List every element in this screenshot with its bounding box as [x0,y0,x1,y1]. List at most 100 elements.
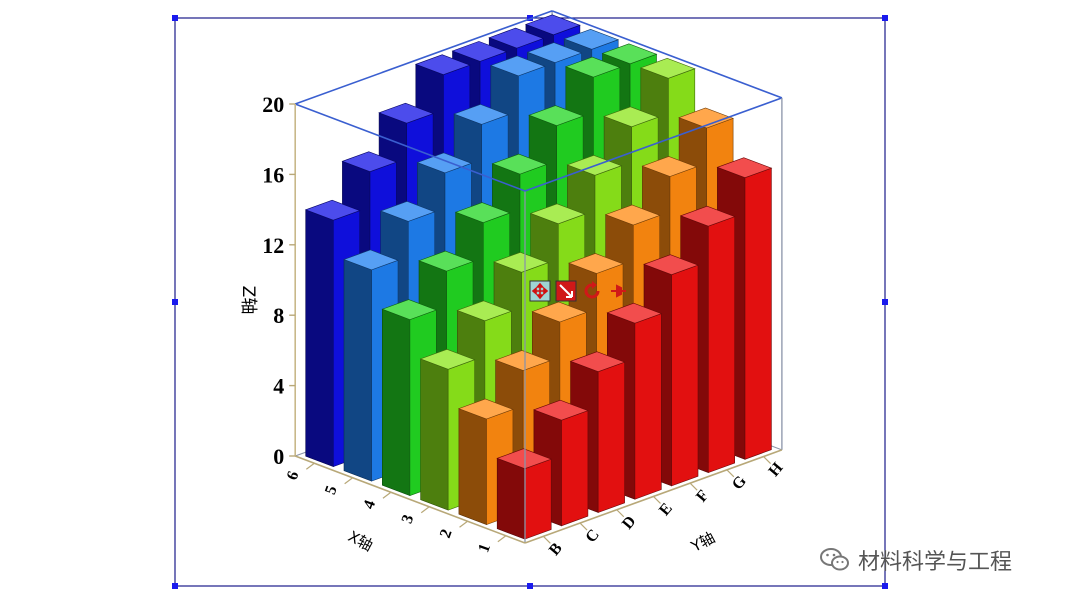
bar-top-face [568,253,624,274]
x-axis-title: X轴 [345,527,376,555]
x-tick-label: 3 [399,513,418,526]
bar-front-face [524,458,552,540]
bar-top-face [496,448,553,470]
bar-top-face [639,57,696,79]
rotate-icon[interactable] [584,281,600,299]
bar-top-face [378,102,434,124]
bar-top-face [304,199,361,221]
z-axis-title: Z轴 [238,286,258,315]
bar-top-face [564,56,621,78]
x-tick [459,520,468,528]
bar-front-face [561,410,589,527]
y-tick-label: F [693,487,712,506]
bar-left-face [381,308,411,497]
bar-top-face [643,254,699,276]
bar-top-face [493,251,549,273]
z-tick-label: 16 [262,162,284,187]
bar-top-face [569,351,626,373]
y-tick [763,456,771,464]
box-edge [294,103,526,192]
x-tick-label: 4 [360,498,379,511]
box-edge [551,10,783,99]
bar-top-face [528,105,584,126]
bars [304,14,773,540]
selection-handle [882,15,888,21]
selection-handle [882,299,888,305]
y-tick [653,496,661,504]
bar-front-face [671,264,699,487]
bar-top-face [494,350,551,371]
y-tick [616,509,625,518]
bar-top-face [716,157,773,179]
bar-top-face [456,300,513,322]
bar-top-face [678,107,734,129]
bar-top-face [679,205,736,227]
x-tick [305,462,315,470]
bar-top-face [419,348,476,370]
y-axis-title: Y轴 [687,528,718,556]
y-tick [689,482,698,491]
y-tick [726,469,735,478]
bar-top-face [491,153,548,175]
bar-top-face [418,250,474,272]
bar-front-face [634,313,662,500]
bar-top-face [526,42,583,63]
bar-left-face [496,457,526,540]
bar-left-face [458,408,487,526]
bar-top-face [604,204,661,226]
bar-top-face [601,43,658,65]
pin-icon[interactable] [611,284,626,298]
z-tick-label: 12 [262,233,284,258]
selection-handle [172,583,178,589]
bar-top-face [379,201,436,222]
bar-top-face [343,249,399,271]
bar-top-face [416,152,473,174]
move-icon[interactable] [529,280,551,302]
bar [496,448,553,540]
bar-top-face [525,14,581,36]
wechat-icon [820,548,849,571]
bar-top-face [529,203,586,225]
floating-toolbar[interactable] [529,280,626,302]
bar-top-face [453,104,509,125]
box-edge [294,10,553,105]
bar-front-face [744,167,772,460]
y-tick [542,535,551,544]
bar-top-face [341,151,398,173]
box-edge [294,455,526,544]
selection-handle [172,299,178,305]
bar-top-face [454,202,511,223]
bar-left-face [343,259,372,482]
bar-top-face [641,156,698,177]
bar-top-face [381,299,438,320]
bar-top-face [489,55,546,77]
resize-icon[interactable] [555,280,577,302]
x-tick [420,506,430,514]
selection-handle [527,583,533,589]
watermark-text: 材料科学与工程 [858,550,1013,575]
box-edge [524,97,783,192]
bar-top-face [458,398,514,420]
bar-top-face [451,41,508,62]
bar-top-face [606,302,663,324]
x-tick [344,477,354,485]
x-tick-label: 5 [322,484,341,497]
x-tick [382,491,392,499]
x-tick [497,535,507,543]
bar-left-face [305,209,334,468]
y-tick [579,522,588,531]
watermark: 材料科学与工程 [820,545,1012,575]
bar-front-face [597,361,625,513]
x-tick-label: 6 [284,469,303,482]
bar-front-face [707,216,736,474]
bar-left-face [420,358,449,511]
z-tick-label: 4 [273,374,284,399]
selection-handle [527,15,533,21]
selection-handle [882,583,888,589]
x-tick-label: 2 [437,527,456,540]
z-tick-label: 8 [273,303,284,328]
chart-box-front-edges [294,97,783,543]
bar-top-face [531,301,588,323]
